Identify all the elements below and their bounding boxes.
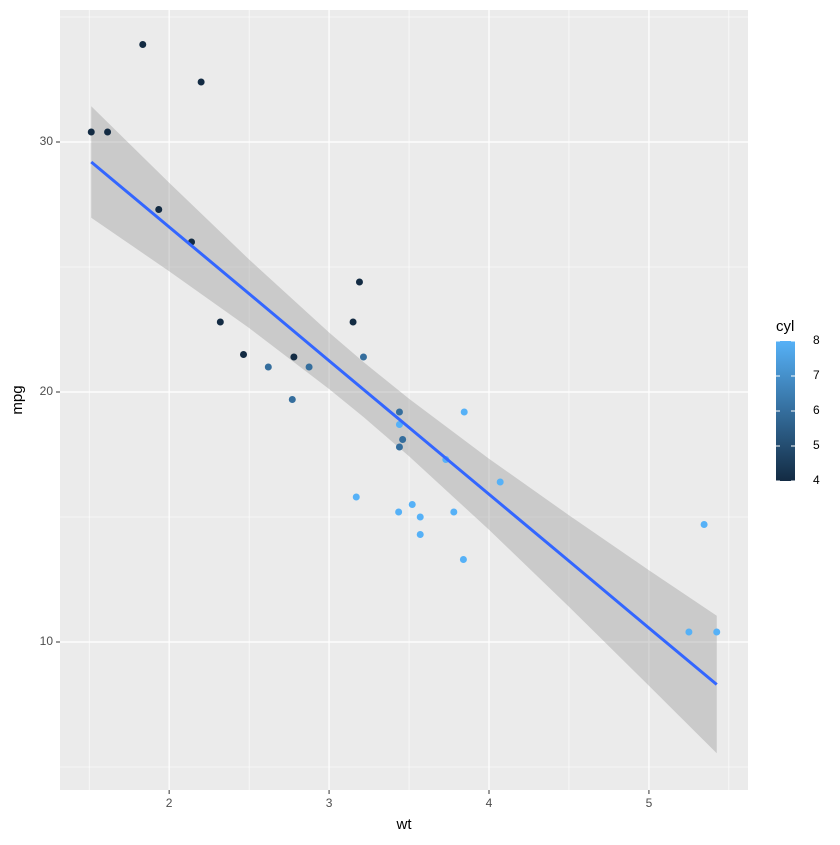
point [700, 521, 708, 528]
colorbar [776, 341, 795, 481]
y-tick-label: 10 [40, 634, 54, 648]
x-tick-label: 3 [326, 796, 333, 810]
point [305, 363, 313, 371]
point [408, 501, 416, 508]
point [450, 508, 458, 516]
point [155, 206, 163, 213]
point [355, 278, 363, 286]
x-tick-label: 4 [486, 796, 493, 810]
point [197, 78, 205, 86]
point [290, 353, 298, 361]
point [496, 478, 504, 486]
point [395, 508, 403, 516]
point [399, 436, 407, 443]
legend-label: 8 [813, 333, 820, 347]
y-axis-title: mpg [9, 385, 26, 414]
point [139, 41, 147, 48]
fit-line [90, 160, 718, 686]
x-tick-label: 2 [166, 796, 173, 810]
point [416, 531, 424, 538]
point [216, 318, 224, 326]
point [460, 408, 468, 416]
panel [60, 10, 748, 790]
point [359, 353, 367, 361]
point [349, 318, 357, 326]
point [395, 408, 403, 416]
point [240, 351, 248, 358]
legend-title: cyl [776, 318, 794, 335]
point [288, 396, 296, 403]
legend-label: 4 [813, 473, 820, 487]
legend-label: 7 [813, 368, 820, 382]
legend-label: 5 [813, 438, 820, 452]
confidence-band [91, 106, 717, 754]
point [713, 628, 721, 636]
x-axis-title: wt [396, 816, 413, 833]
y-tick-label: 30 [40, 134, 54, 148]
point [395, 443, 403, 451]
point [352, 493, 360, 501]
point [264, 363, 272, 371]
point [685, 628, 693, 636]
point [87, 128, 95, 136]
legend-label: 6 [813, 403, 820, 417]
point [416, 513, 424, 521]
point [104, 128, 112, 136]
y-tick-label: 20 [40, 384, 54, 398]
x-tick-label: 5 [646, 796, 653, 810]
point [459, 556, 467, 563]
